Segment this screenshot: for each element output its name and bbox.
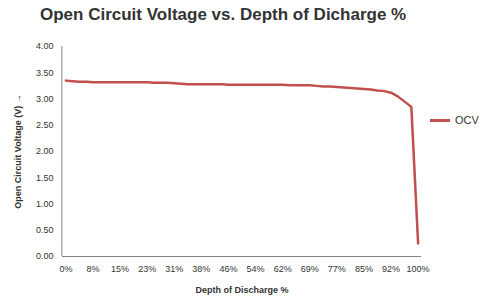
svg-text:69%: 69% (301, 264, 319, 274)
svg-text:31%: 31% (165, 264, 183, 274)
svg-text:4.00: 4.00 (36, 41, 54, 51)
svg-text:85%: 85% (355, 264, 373, 274)
svg-text:Open Circuit Voltage (V) →: Open Circuit Voltage (V) → (13, 94, 23, 208)
svg-text:0%: 0% (59, 264, 72, 274)
svg-text:77%: 77% (328, 264, 346, 274)
html-text:Open Circuit Voltage vs. Depth: Open Circuit Voltage vs. Depth of Dichar… (40, 5, 407, 24)
svg-text:46%: 46% (219, 264, 237, 274)
svg-text:2.50: 2.50 (36, 120, 54, 130)
svg-text:92%: 92% (382, 264, 400, 274)
svg-text:3.00: 3.00 (36, 94, 54, 104)
svg-text:2.00: 2.00 (36, 146, 54, 156)
svg-text:62%: 62% (274, 264, 292, 274)
svg-text:23%: 23% (138, 264, 156, 274)
svg-text:3.50: 3.50 (36, 68, 54, 78)
svg-text:0.50: 0.50 (36, 225, 54, 235)
svg-text:Depth of Discharge %: Depth of Discharge % (195, 285, 288, 295)
svg-text:54%: 54% (247, 264, 265, 274)
html-text:OCV: OCV (455, 114, 479, 126)
svg-text:8%: 8% (86, 264, 99, 274)
svg-text:100%: 100% (407, 264, 430, 274)
svg-text:1.00: 1.00 (36, 199, 54, 209)
svg-text:1.50: 1.50 (36, 173, 54, 183)
svg-text:15%: 15% (111, 264, 129, 274)
svg-text:0.00: 0.00 (36, 251, 54, 261)
svg-text:38%: 38% (192, 264, 210, 274)
